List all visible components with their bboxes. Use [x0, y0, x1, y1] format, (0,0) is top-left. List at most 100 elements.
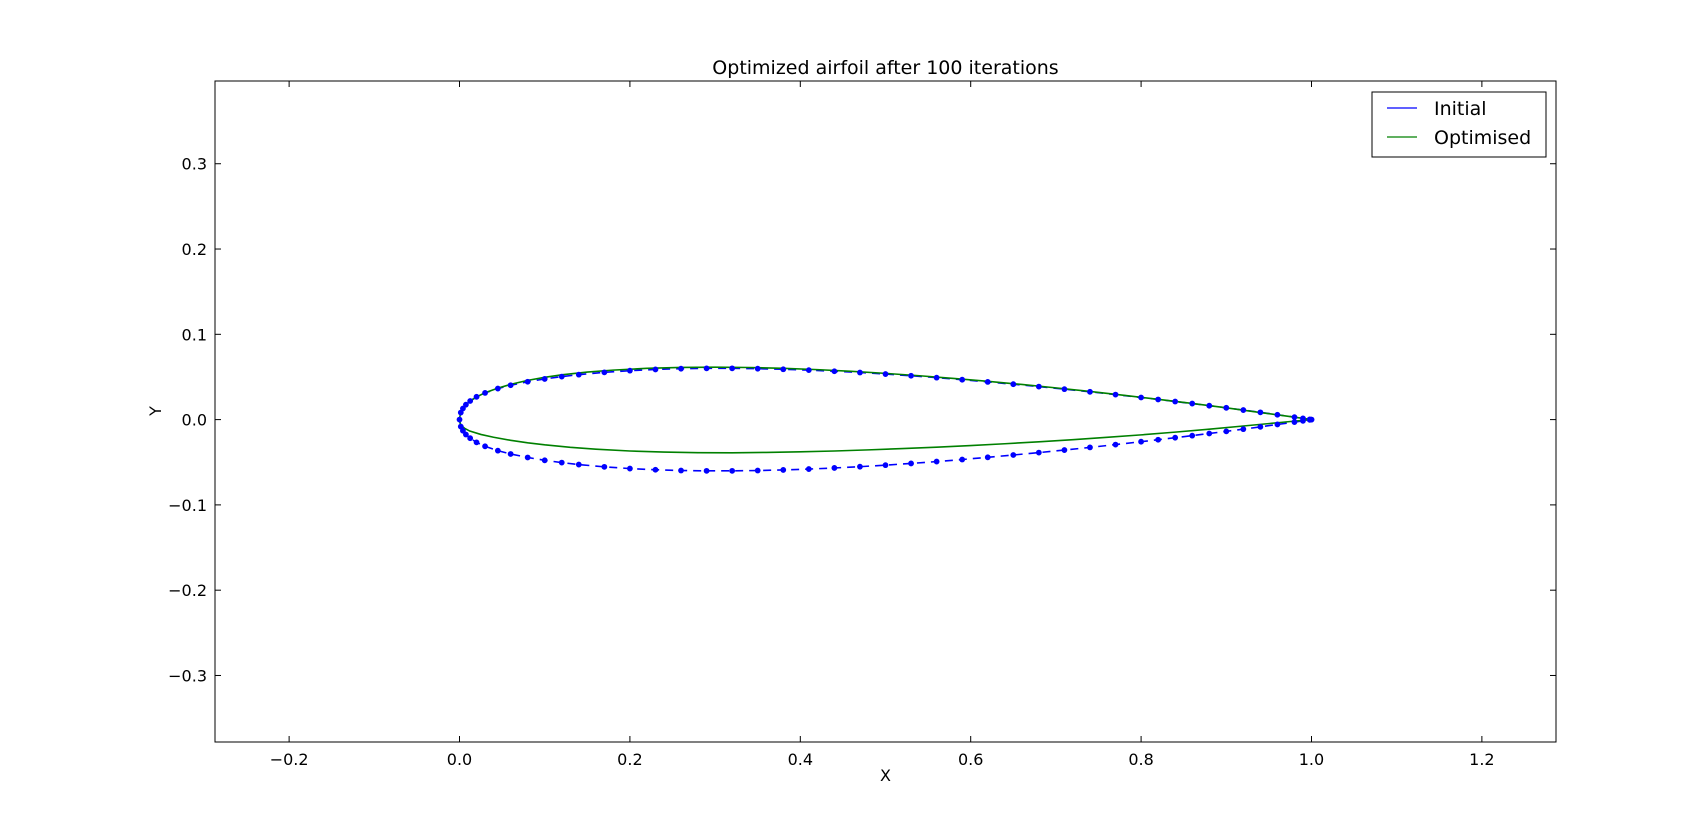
data-point-initial [627, 367, 633, 374]
data-point-initial [1172, 398, 1179, 405]
data-point-initial [1061, 386, 1068, 393]
data-point-initial [494, 447, 501, 454]
data-point-initial [627, 465, 633, 472]
data-point-initial [831, 368, 838, 375]
data-point-initial [541, 457, 548, 464]
data-point-initial [494, 385, 501, 392]
data-point-initial [678, 467, 684, 474]
legend-label-initial: Initial [1434, 98, 1487, 120]
data-point-initial [882, 462, 889, 469]
y-tick-label: 0.2 [182, 240, 207, 259]
data-point-initial [457, 409, 464, 416]
data-point-initial [1291, 419, 1298, 425]
data-point-initial [1189, 400, 1196, 407]
data-point-initial [1189, 432, 1196, 439]
legend: Initial Optimised [1371, 91, 1547, 158]
data-point-initial [1206, 402, 1213, 409]
x-tick-label: −0.2 [270, 750, 309, 769]
curves-layer [456, 365, 1315, 474]
data-point-initial [524, 378, 531, 385]
data-point-initial [857, 369, 863, 376]
data-point-initial [1308, 416, 1315, 423]
data-point-initial [652, 466, 659, 473]
data-point-initial [933, 458, 940, 465]
ticks-layer: −0.2 0.0 0.2 0.4 0.6 0.8 1.0 1.2 −0.3 −0.2 −0.1 0.0… [168, 81, 1556, 769]
data-point-initial [780, 366, 787, 373]
y-tick-label: −0.3 [168, 666, 207, 685]
data-point-initial [524, 454, 531, 461]
data-point-initial [1223, 428, 1230, 435]
y-tick-label: 0.1 [182, 325, 207, 344]
x-tick-label: 1.0 [1299, 750, 1324, 769]
legend-box [1371, 91, 1547, 158]
x-tick-label: 0.8 [1128, 750, 1153, 769]
data-point-initial [908, 372, 914, 379]
data-point-initial [1035, 383, 1042, 390]
data-point-initial [1010, 381, 1017, 388]
data-point-initial [1257, 409, 1264, 416]
y-tick-label: 0.3 [182, 155, 207, 174]
data-point-initial [754, 467, 761, 474]
data-point-initial [1274, 421, 1281, 428]
x-tick-label: 0.0 [447, 750, 472, 769]
data-point-initial [558, 459, 565, 466]
data-point-initial [575, 461, 582, 468]
data-point-initial [601, 369, 608, 376]
x-axis-label: X [880, 766, 891, 785]
data-point-initial [754, 365, 761, 372]
data-point-initial [1087, 444, 1093, 451]
data-point-initial [984, 379, 991, 385]
data-point-initial [703, 365, 710, 372]
data-point-initial [959, 456, 966, 463]
data-point-initial [1061, 447, 1068, 453]
plot-frame [214, 80, 1557, 743]
x-tick-label: 0.2 [617, 750, 642, 769]
data-point-initial [467, 398, 474, 404]
data-point-initial [460, 427, 466, 434]
data-point-initial [456, 416, 463, 423]
data-point-initial [575, 371, 582, 378]
data-point-initial [1112, 391, 1119, 398]
data-point-initial [473, 439, 480, 446]
data-point-initial [703, 467, 710, 474]
data-point-initial [805, 367, 812, 374]
data-point-initial [1035, 449, 1042, 456]
data-point-initial [933, 374, 940, 381]
data-point-initial [780, 467, 787, 473]
data-point-initial [729, 467, 736, 474]
series-line-optimised [458, 366, 1312, 454]
data-point-initial [908, 460, 914, 467]
data-point-initial [467, 435, 474, 442]
data-point-initial [463, 401, 469, 408]
data-point-initial [482, 390, 488, 396]
data-point-initial [984, 454, 991, 461]
x-tick-label: 0.6 [958, 750, 983, 769]
data-point-initial [678, 365, 684, 372]
data-point-initial [558, 373, 565, 380]
y-tick-label: −0.2 [168, 581, 207, 600]
data-point-initial [1223, 404, 1230, 411]
y-axis-label: Y [146, 406, 165, 417]
data-point-initial [882, 371, 889, 377]
data-point-initial [1257, 423, 1264, 430]
plot-background [215, 81, 1556, 742]
data-point-initial [831, 465, 838, 471]
x-tick-label: 1.2 [1469, 750, 1494, 769]
data-point-initial [473, 393, 480, 400]
data-point-initial [857, 463, 863, 470]
data-point-initial [1300, 417, 1306, 424]
data-point-initial [1274, 411, 1281, 418]
data-point-initial [959, 376, 966, 383]
data-point-initial [805, 466, 812, 472]
data-point-initial [1155, 396, 1162, 403]
data-point-initial [1206, 430, 1213, 437]
legend-label-optimised: Optimised [1434, 127, 1531, 149]
data-point-initial [507, 451, 514, 457]
y-tick-label: 0.0 [182, 411, 207, 430]
chart-title: Optimized airfoil after 100 iterations [712, 57, 1058, 79]
data-point-initial [1240, 426, 1247, 433]
y-tick-label: −0.1 [168, 496, 207, 515]
data-point-initial [1155, 436, 1162, 443]
